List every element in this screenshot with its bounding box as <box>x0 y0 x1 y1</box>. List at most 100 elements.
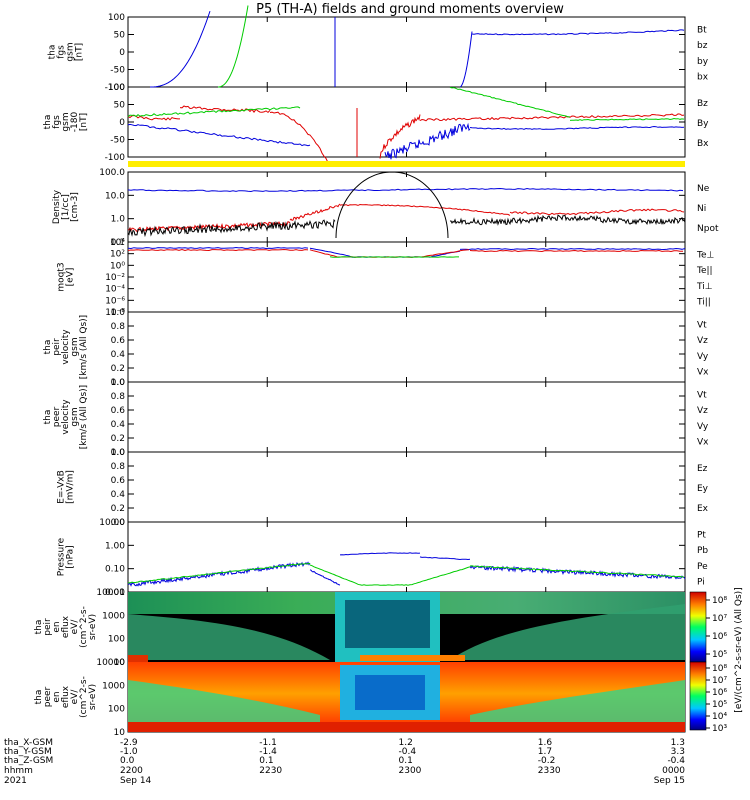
peir-spectrogram <box>128 592 685 662</box>
y-axis-label: thapeirvelocitygsm[km/s (All Qs)] <box>43 315 89 379</box>
y-tick-label: 1.00 <box>105 541 125 551</box>
y-tick-label: 1.0 <box>111 448 126 458</box>
x-tick-value: 1.2 <box>399 738 413 748</box>
panel-frame <box>127 16 686 88</box>
y-tick-label: 10 <box>114 728 126 738</box>
y-axis-label: thapeervelocitygsm[km/s (All Qs)] <box>43 385 89 449</box>
temperature-lines <box>127 246 686 258</box>
y-axis-label: Density[1/cc][cm-3] <box>52 189 80 224</box>
colorbar-tick: 10⁷ <box>712 676 727 686</box>
legend-vy: Vy <box>697 422 709 432</box>
panel-fgs_dsl: 100 50 0 -50 -100 thafgsgsm-180[nT] <box>43 83 686 163</box>
y-tick-label: 0.01 <box>105 588 125 598</box>
y-axis-label: thafgsgsm-180[nT] <box>43 112 89 133</box>
panel-frame <box>127 241 686 313</box>
y-tick-label: 0.8 <box>111 392 126 402</box>
legend-by: by <box>697 57 709 67</box>
colorbar-tick: 10⁷ <box>712 614 727 624</box>
y-tick-label: 0.0 <box>111 518 126 528</box>
y-tick-label: 0.6 <box>111 476 126 486</box>
legend-ni: Ni <box>697 204 706 214</box>
legend-vz: Vz <box>697 336 708 346</box>
colorbar-bottom <box>689 661 707 731</box>
legend-ez: Ez <box>697 464 708 474</box>
y-tick-label: 100 <box>108 705 125 715</box>
x-tick-value: -1.1 <box>259 738 277 748</box>
legend-by: By <box>697 119 709 129</box>
x-tick-value: -1.0 <box>120 747 138 757</box>
legend-bx: bx <box>697 72 709 82</box>
y-tick-label: 1.0 <box>111 215 126 225</box>
y-tick-label: 100 <box>108 13 125 23</box>
x-tick-value: 2230 <box>259 766 282 776</box>
y-axis-label: thafgsgsm[nT] <box>48 42 85 61</box>
panel-peer_vel: 1.0 0.8 0.6 0.4 0.2 0.0 thapeervelocitygsm[km/… <box>43 378 686 458</box>
colorbar-tick: 10³ <box>712 724 727 734</box>
colorbar-tick: 10⁶ <box>712 688 727 698</box>
y-tick-label: 0.1 <box>111 238 125 248</box>
y-tick-label: 10000 <box>96 658 125 668</box>
y-tick-label: 10⁰ <box>110 261 125 271</box>
x-row-label: hhmm <box>4 766 33 776</box>
x-row-label: tha_X-GSM <box>4 738 53 748</box>
flag-bar <box>128 161 685 167</box>
x-tick-value: 0.1 <box>399 756 413 766</box>
y-tick-label: 0.6 <box>111 406 126 416</box>
x-tick-value: 0.1 <box>259 756 273 766</box>
x-tick-value: 1.6 <box>538 738 553 748</box>
legend-ti: Ti|| <box>696 297 711 307</box>
legend-vy: Vy <box>697 352 709 362</box>
x-tick-value: -0.4 <box>667 756 685 766</box>
legend-pi: Pi <box>697 577 705 587</box>
x-row-label: tha_Y-GSM <box>4 747 52 757</box>
colorbar-tick: 10⁴ <box>712 712 727 722</box>
y-axis-label: thapeerenefluxeV/(cm^2-s-sr-eV) <box>34 676 98 718</box>
legends: Bt bz by bx Bz By Bx Ne Ni Npot Te⊥ Te|| Ti⊥ Ti|| Vt Vz… <box>696 26 719 588</box>
legend-vt: Vt <box>697 321 707 331</box>
panel-frame <box>127 311 686 383</box>
x-tick-value: -0.2 <box>538 756 556 766</box>
x-row-label: tha_Z-GSM <box>4 756 53 766</box>
y-tick-label: 0.2 <box>111 364 125 374</box>
x-tick-value: 3.3 <box>671 747 685 757</box>
y-tick-label: 0.2 <box>111 504 125 514</box>
legend-ne: Ne <box>697 184 710 194</box>
panel-pressure: 10.00 1.00 0.10 0.01 Pressure[nPa] <box>57 518 686 598</box>
y-tick-label: 0 <box>119 48 125 58</box>
peer-spectrogram <box>128 662 685 732</box>
colorbar-tick: 10⁵ <box>712 650 727 660</box>
y-tick-label: 10⁻² <box>105 273 125 283</box>
y-tick-label: 0.6 <box>111 336 126 346</box>
y-tick-label: -100 <box>105 153 126 163</box>
y-tick-label: 10000 <box>96 588 125 598</box>
legend-bt: Bt <box>697 26 707 36</box>
colorbar-label: [eV/(cm^2-s-sr-eV) (All Qs)] <box>734 587 744 712</box>
x-tick-value: -1.4 <box>259 747 277 757</box>
colorbar-tick: 10⁸ <box>712 664 727 674</box>
fgs-lines <box>150 5 685 88</box>
y-tick-label: 100.0 <box>99 168 125 178</box>
panel-frame <box>127 451 686 523</box>
legend-ex: Ex <box>697 504 709 514</box>
y-tick-label: 100 <box>108 635 125 645</box>
pressure-lines <box>127 552 686 587</box>
x-tick-value: 0000 <box>662 766 685 776</box>
colorbar-tick: 10⁶ <box>712 632 727 642</box>
panel-fgs: 100 50 0 -50 -100 thafgsgsm[nT] <box>48 13 686 93</box>
y-tick-label: 10⁻⁸ <box>105 308 125 318</box>
legend-vz: Vz <box>697 406 708 416</box>
x-tick-value: -0.4 <box>399 747 417 757</box>
y-tick-label: 0 <box>119 118 125 128</box>
y-tick-label: -50 <box>110 66 125 76</box>
y-tick-label: 0.4 <box>111 490 126 500</box>
y-tick-label: 10⁻⁶ <box>105 296 125 306</box>
x-tick-value: Sep 15 <box>654 776 685 786</box>
y-axis-label: moqt3[eV] <box>57 262 76 291</box>
y-tick-label: 10⁴ <box>110 238 125 248</box>
panel-frame <box>127 381 686 453</box>
panel-efield: 1.0 0.8 0.6 0.4 0.2 0.0 E=-VxB[mV/m] <box>57 448 686 528</box>
legend-ey: Ey <box>697 484 709 494</box>
colorbar-tick: 10⁵ <box>712 700 727 710</box>
y-tick-label: 0.4 <box>111 420 126 430</box>
